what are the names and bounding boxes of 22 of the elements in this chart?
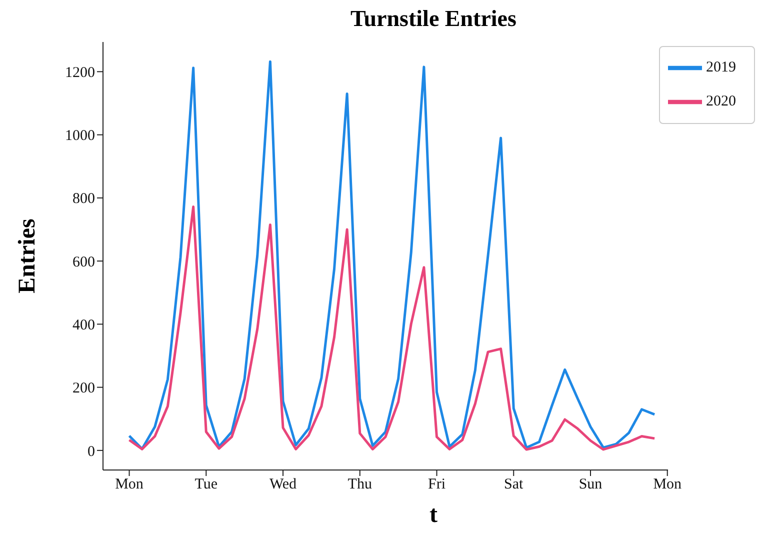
y-tick-label: 1200: [65, 64, 95, 81]
line-series: [128, 60, 656, 450]
y-tick-label: 400: [72, 318, 95, 334]
x-tick-label: Sun: [578, 476, 603, 493]
x-axis-title: t: [428, 502, 438, 529]
line-series: [128, 206, 656, 451]
y-tick-label: 800: [72, 191, 95, 208]
legend-label: 2019: [706, 59, 736, 76]
x-tick-label: Mon: [653, 476, 682, 493]
x-tick-label: Mon: [115, 476, 144, 493]
x-tick-label: Thu: [348, 476, 372, 493]
x-tick-label: Fri: [428, 476, 446, 493]
legend-label: 2020: [706, 93, 736, 110]
y-tick-label: 0: [88, 444, 95, 460]
y-tick-label: 1000: [65, 128, 95, 144]
y-tick-label: 200: [72, 380, 95, 397]
x-tick-label: Tue: [194, 476, 218, 493]
x-tick-label: Sat: [504, 476, 524, 493]
y-axis-title: Entries: [14, 218, 42, 294]
y-tick-label: 600: [72, 254, 95, 270]
x-tick-label: Wed: [269, 476, 298, 493]
chart-title: Turnstile Entries: [350, 6, 518, 32]
